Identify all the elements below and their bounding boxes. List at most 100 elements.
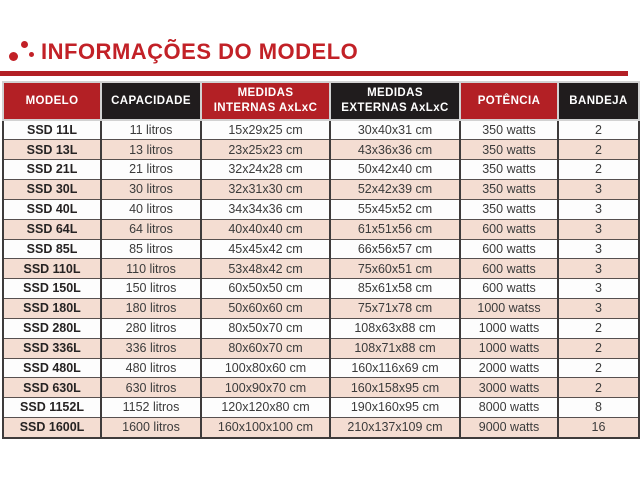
table-row: SSD 85L 85 litros 45x45x42 cm 66x56x57 cm 60… [2,238,640,260]
cell-external: 108x63x88 cm [329,317,461,339]
cell-internal: 100x80x60 cm [200,357,331,379]
table-row: SSD 64L 64 litros 40x40x40 cm 61x51x56 cm 60… [2,218,640,240]
cell-internal: 80x60x70 cm [200,337,331,359]
column-header-internal: MEDIDAS INTERNAS AxLxC [200,81,331,121]
cell-trays: 2 [557,317,640,339]
brand-dot-small [29,52,34,57]
column-header-line1: POTÊNCIA [477,94,541,107]
cell-model: SSD 11L [2,119,102,141]
cell-trays: 3 [557,238,640,260]
column-header-trays: BANDEJA [557,81,640,121]
cell-trays: 2 [557,159,640,181]
cell-external: 61x51x56 cm [329,218,461,240]
cell-capacity: 13 litros [100,139,202,161]
cell-internal: 80x50x70 cm [200,317,331,339]
cell-external: 52x42x39 cm [329,179,461,200]
cell-external: 55x45x52 cm [329,198,461,220]
cell-power: 600 watts [459,238,559,260]
table-row: SSD 1152L 1152 litros 120x120x80 cm 190x160… [2,397,640,419]
table-row: SSD 13L 13 litros 23x25x23 cm 43x36x36 cm 35… [2,139,640,161]
table-row: SSD 336L 336 litros 80x60x70 cm 108x71x88 c… [2,337,640,359]
cell-model: SSD 110L [2,258,102,280]
cell-model: SSD 13L [2,139,102,161]
table-row: SSD 280L 280 litros 80x50x70 cm 108x63x88 c… [2,317,640,339]
cell-power: 600 watts [459,258,559,280]
title-divider [0,71,628,76]
cell-external: 30x40x31 cm [329,119,461,141]
table-row: SSD 40L 40 litros 34x34x36 cm 55x45x52 cm 35… [2,198,640,220]
cell-external: 43x36x36 cm [329,139,461,161]
cell-model: SSD 85L [2,238,102,260]
cell-trays: 2 [557,139,640,161]
cell-capacity: 30 litros [100,179,202,200]
column-header-line2: EXTERNAS AxLxC [341,102,449,114]
cell-external: 108x71x88 cm [329,337,461,359]
cell-power: 9000 watts [459,417,559,438]
cell-external: 190x160x95 cm [329,397,461,419]
cell-power: 350 watts [459,119,559,141]
column-header-line2: INTERNAS AxLxC [213,102,318,114]
cell-trays: 2 [557,377,640,399]
cell-capacity: 150 litros [100,278,202,300]
cell-trays: 3 [557,218,640,240]
model-spec-table: MODELO CAPACIDADE MEDIDAS INTERNAS AxLxC MED… [2,81,640,439]
cell-trays: 8 [557,397,640,419]
cell-model: SSD 630L [2,377,102,399]
cell-trays: 3 [557,179,640,200]
cell-capacity: 630 litros [100,377,202,399]
cell-external: 75x60x51 cm [329,258,461,280]
table-row: SSD 110L 110 litros 53x48x42 cm 75x60x51 cm… [2,258,640,280]
cell-model: SSD 1600L [2,417,102,438]
cell-internal: 160x100x100 cm [200,417,331,438]
cell-model: SSD 480L [2,357,102,379]
cell-trays: 2 [557,119,640,141]
cell-model: SSD 336L [2,337,102,359]
cell-internal: 50x60x60 cm [200,298,331,319]
cell-model: SSD 40L [2,198,102,220]
table-row: SSD 150L 150 litros 60x50x50 cm 85x61x58 cm… [2,278,640,300]
column-header-line1: BANDEJA [569,94,628,107]
column-header-line1: MEDIDAS [237,87,294,100]
cell-model: SSD 64L [2,218,102,240]
cell-internal: 100x90x70 cm [200,377,331,399]
cell-trays: 3 [557,258,640,280]
table-row: SSD 180L 180 litros 50x60x60 cm 75x71x78 cm… [2,298,640,319]
cell-trays: 3 [557,198,640,220]
cell-model: SSD 30L [2,179,102,200]
cell-internal: 60x50x50 cm [200,278,331,300]
cell-model: SSD 21L [2,159,102,181]
cell-trays: 3 [557,278,640,300]
cell-power: 1000 watss [459,298,559,319]
cell-capacity: 21 litros [100,159,202,181]
cell-model: SSD 180L [2,298,102,319]
page-title: INFORMAÇÕES DO MODELO [41,39,359,64]
cell-capacity: 110 litros [100,258,202,280]
cell-external: 160x116x69 cm [329,357,461,379]
cell-internal: 15x29x25 cm [200,119,331,141]
cell-internal: 23x25x23 cm [200,139,331,161]
cell-internal: 40x40x40 cm [200,218,331,240]
cell-trays: 3 [557,298,640,319]
cell-capacity: 11 litros [100,119,202,141]
cell-capacity: 40 litros [100,198,202,220]
table-row: SSD 11L 11 litros 15x29x25 cm 30x40x31 cm 35… [2,119,640,141]
column-header-line1: MEDIDAS [367,87,423,100]
cell-internal: 32x24x28 cm [200,159,331,181]
cell-power: 350 watts [459,179,559,200]
cell-trays: 16 [557,417,640,438]
column-header-external: MEDIDAS EXTERNAS AxLxC [329,81,461,121]
cell-internal: 32x31x30 cm [200,179,331,200]
column-header-line1: MODELO [25,94,79,107]
table-row: SSD 630L 630 litros 100x90x70 cm 160x158x95… [2,377,640,399]
cell-power: 1000 watts [459,317,559,339]
table-row: SSD 21L 21 litros 32x24x28 cm 50x42x40 cm 35… [2,159,640,181]
cell-power: 600 watts [459,278,559,300]
table-row: SSD 30L 30 litros 32x31x30 cm 52x42x39 cm 35… [2,179,640,200]
table-body: SSD 11L 11 litros 15x29x25 cm 30x40x31 cm 35… [2,119,640,438]
cell-external: 50x42x40 cm [329,159,461,181]
cell-model: SSD 150L [2,278,102,300]
column-header-capacity: CAPACIDADE [100,81,202,121]
table-row: SSD 1600L 1600 litros 160x100x100 cm 210x13… [2,417,640,438]
cell-external: 210x137x109 cm [329,417,461,438]
